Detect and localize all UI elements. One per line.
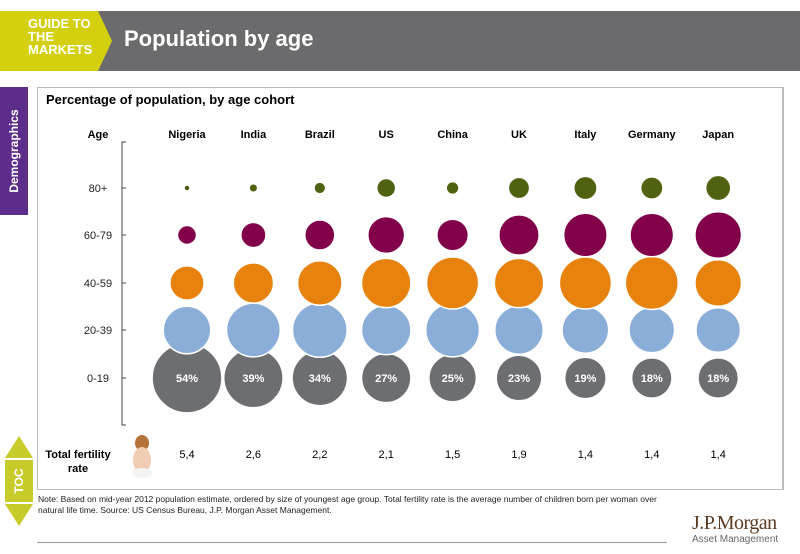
fertility-value: 2,1 <box>379 449 394 461</box>
bubble-60-79 <box>629 212 675 258</box>
baby-diaper <box>132 468 152 478</box>
country-label: Italy <box>574 129 597 141</box>
bubble-20-39 <box>695 306 742 354</box>
bubble-label: 18% <box>707 373 729 385</box>
bubble-20-39 <box>225 302 282 358</box>
bubble-0-19 <box>495 354 543 402</box>
age-header: Age <box>88 129 109 141</box>
bubble-20-39 <box>494 305 544 355</box>
bubble-80+ <box>375 177 397 199</box>
logo-subtitle: Asset Management <box>692 534 779 545</box>
demographics-tab[interactable]: Demographics <box>0 87 28 215</box>
bubble-20-39 <box>424 302 481 358</box>
bubble-60-79 <box>436 218 470 252</box>
fertility-value: 1,4 <box>578 449 593 461</box>
bubble-80+ <box>704 174 732 202</box>
country-label: Nigeria <box>168 129 206 141</box>
bubble-label: 25% <box>442 373 464 385</box>
bubble-40-59 <box>493 257 545 309</box>
bubble-60-79 <box>367 215 406 255</box>
fertility-value: 1,9 <box>511 449 526 461</box>
fertility-value: 5,4 <box>179 449 194 461</box>
footnote: Note: Based on mid-year 2012 population … <box>38 494 657 515</box>
bubble-80+ <box>573 175 598 201</box>
country-label: Germany <box>628 129 677 141</box>
bubble-20-39 <box>291 301 348 359</box>
bubble-label: 23% <box>508 373 530 385</box>
fertility-value: 1,5 <box>445 449 460 461</box>
bubble-80+ <box>445 180 460 196</box>
bubble-80+ <box>313 181 327 195</box>
brand-text: GUIDE TO THE MARKETS <box>28 16 93 57</box>
fertility-value: 1,4 <box>711 449 726 461</box>
fertility-value: 1,4 <box>644 449 659 461</box>
bubble-label: 19% <box>574 373 596 385</box>
bubble-60-79 <box>498 214 540 256</box>
fertility-label: Total fertility <box>45 449 111 461</box>
bubble-40-59 <box>624 255 679 311</box>
chart-frame <box>37 87 784 490</box>
bubble-40-59 <box>232 262 275 304</box>
fertility-value: 2,6 <box>246 449 261 461</box>
bubble-label: 39% <box>242 373 264 385</box>
bubble-60-79 <box>304 219 336 251</box>
bubble-80+ <box>248 183 259 193</box>
chart-title: Percentage of population, by age cohort <box>46 92 295 107</box>
age-label-20-39: 20-39 <box>84 325 112 337</box>
page-title: Population by age <box>124 26 314 51</box>
bubble-60-79 <box>694 210 743 260</box>
guide-to-the-markets-logo <box>0 11 112 71</box>
bubble-40-59 <box>169 265 205 301</box>
bubble-40-59 <box>558 256 613 310</box>
bubble-0-19 <box>630 357 673 399</box>
bubble-40-59 <box>296 259 343 307</box>
bubble-label: 18% <box>641 373 663 385</box>
fertility-label-2: rate <box>68 463 88 475</box>
age-label-60-79: 60-79 <box>84 230 112 242</box>
bubble-0-19 <box>563 356 607 400</box>
bubble-0-19 <box>697 357 740 399</box>
bubble-label: 27% <box>375 373 397 385</box>
bubble-60-79 <box>176 224 198 246</box>
country-label: US <box>379 129 394 141</box>
bubble-80+ <box>639 176 664 200</box>
bubble-20-39 <box>162 305 212 355</box>
bubble-40-59 <box>360 257 412 309</box>
bubble-60-79 <box>562 212 608 258</box>
bubble-60-79 <box>240 221 267 249</box>
jpmorgan-logo: J.P.Morgan <box>692 512 777 534</box>
baby-body <box>133 447 151 473</box>
bubble-label: 34% <box>309 373 331 385</box>
age-label-80+: 80+ <box>89 183 108 195</box>
bubble-80+ <box>507 176 531 200</box>
country-label: China <box>437 129 468 141</box>
header-bar <box>0 11 800 71</box>
footer-divider <box>37 542 667 543</box>
toc-button[interactable]: TOC <box>5 460 33 502</box>
baby-icon <box>135 435 149 451</box>
bubble-20-39 <box>360 304 412 356</box>
country-label: India <box>241 129 268 141</box>
bubble-40-59 <box>694 258 743 308</box>
bubble-label: 54% <box>176 373 198 385</box>
country-label: Brazil <box>305 129 335 141</box>
bubble-20-39 <box>561 305 610 355</box>
age-label-0-19: 0-19 <box>87 373 109 385</box>
bubble-20-39 <box>628 306 676 354</box>
fertility-value: 2,2 <box>312 449 327 461</box>
bubble-40-59 <box>425 256 480 310</box>
age-label-40-59: 40-59 <box>84 278 112 290</box>
country-label: Japan <box>702 129 734 141</box>
country-label: UK <box>511 129 527 141</box>
bubble-80+ <box>183 184 191 192</box>
